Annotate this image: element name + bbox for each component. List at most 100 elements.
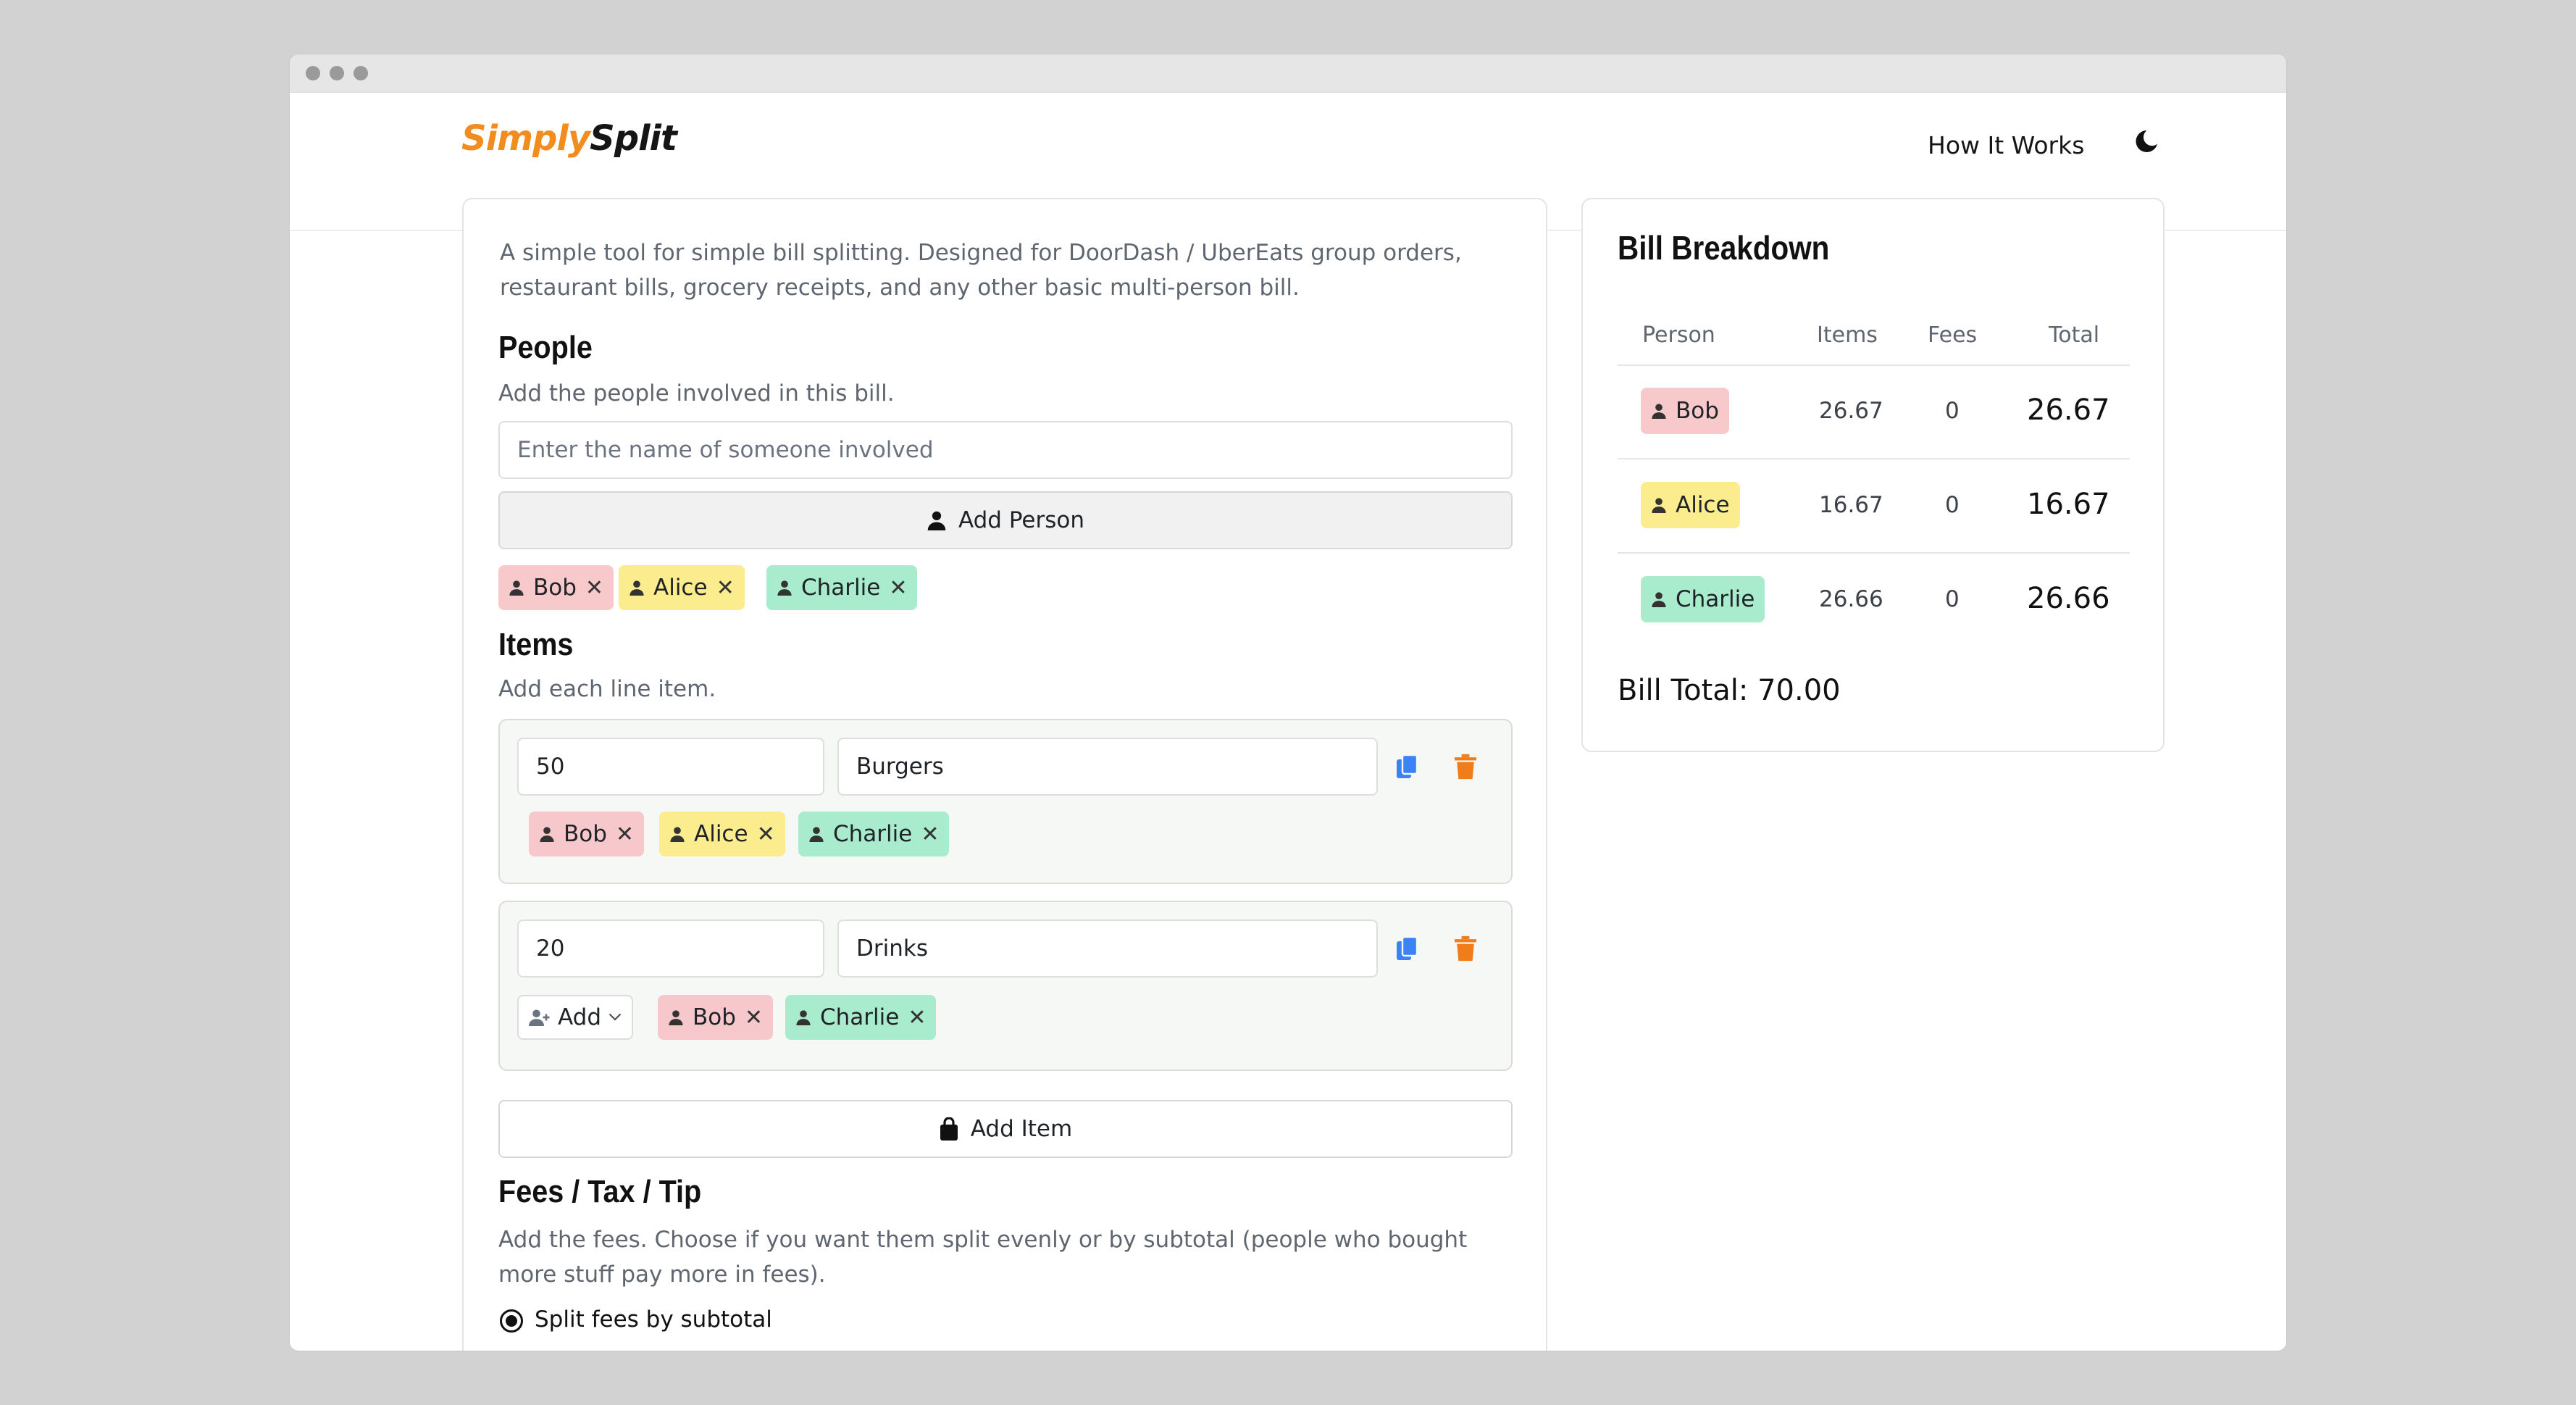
logo-second-word: Split [590,118,677,159]
item-row: 20 Drinks Add Bob ✕ Charlie ✕ [498,901,1513,1071]
add-person-label: Add Person [958,507,1085,533]
user-icon [1652,592,1666,607]
item-person-label: Bob [564,821,607,847]
table-divider [1618,552,2130,554]
duplicate-icon[interactable] [1395,754,1421,780]
window-dot[interactable] [354,66,368,80]
app-logo[interactable]: SimplySplit [461,121,677,156]
breakdown-items-value: 16.67 [1819,492,1883,518]
item-name-input[interactable]: Drinks [837,920,1378,977]
breakdown-title: Bill Breakdown [1618,229,1830,267]
person-name-input[interactable]: Enter the name of someone involved [498,421,1513,479]
user-icon [509,580,524,596]
bill-total: Bill Total: 70.00 [1618,674,1841,707]
remove-icon[interactable]: ✕ [921,821,940,847]
table-divider [1618,364,2130,366]
column-header-items: Items [1817,322,1878,348]
logo-first-word: Simply [461,118,590,159]
user-icon [630,580,644,596]
shopping-bag-icon [940,1117,958,1141]
person-chip-bob: Bob ✕ [498,565,614,610]
split-by-subtotal-radio[interactable] [500,1309,523,1333]
add-item-button[interactable]: Add Item [498,1100,1513,1158]
column-header-total: Total [2049,322,2100,348]
user-icon [669,1010,683,1025]
people-heading: People [498,330,593,365]
trash-icon[interactable] [1455,935,1481,962]
table-divider [1618,458,2130,459]
breakdown-person-label: Alice [1676,492,1730,518]
person-chip-charlie: Charlie ✕ [766,565,918,610]
user-icon [1652,498,1666,513]
window-titlebar [290,54,2286,93]
add-item-label: Add Item [970,1116,1073,1142]
add-person-dropdown[interactable]: Add [517,995,634,1040]
user-icon [670,827,685,842]
fees-heading: Fees / Tax / Tip [498,1174,702,1209]
breakdown-person-label: Charlie [1676,586,1755,612]
moon-icon[interactable] [2132,127,2161,156]
person-chip-alice: Alice ✕ [619,565,745,610]
person-chip-label: Bob [533,575,577,601]
remove-icon[interactable]: ✕ [889,575,908,601]
intro-text: A simple tool for simple bill splitting.… [500,240,1462,301]
user-icon [1652,404,1666,419]
browser-window: SimplySplit How It Works A simple tool f… [290,54,2286,1351]
user-icon [796,1010,811,1025]
breakdown-total-value: 26.66 [2027,582,2110,615]
item-person-chip-charlie: Charlie ✕ [798,812,950,856]
breakdown-person-alice: Alice [1641,482,1740,528]
window-dot[interactable] [330,66,344,80]
people-subtitle: Add the people involved in this bill. [498,380,895,407]
column-header-fees: Fees [1928,322,1978,348]
bill-editor-card: A simple tool for simple bill splitting.… [462,198,1547,1351]
chevron-down-icon [609,1013,622,1021]
person-chip-label: Alice [653,575,708,601]
add-dropdown-label: Add [558,1004,602,1030]
item-person-label: Alice [694,821,748,847]
item-price-input[interactable]: 20 [517,920,824,977]
item-person-label: Bob [693,1004,736,1030]
item-person-label: Charlie [820,1004,900,1030]
remove-icon[interactable]: ✕ [615,821,635,847]
column-header-person: Person [1642,322,1715,348]
user-icon [777,580,792,596]
person-chip-label: Charlie [801,575,881,601]
item-name-input[interactable]: Burgers [837,738,1378,796]
split-by-subtotal-label[interactable]: Split fees by subtotal [535,1306,772,1333]
remove-icon[interactable]: ✕ [756,821,775,847]
how-it-works-link[interactable]: How It Works [1928,131,2085,159]
duplicate-icon[interactable] [1395,935,1421,962]
user-icon [809,827,824,842]
bill-breakdown-card: Bill Breakdown Person Items Fees Total B… [1581,198,2165,752]
item-person-chip-bob: Bob ✕ [658,995,774,1040]
remove-icon[interactable]: ✕ [585,575,604,601]
breakdown-items-value: 26.67 [1819,398,1883,424]
trash-icon[interactable] [1455,754,1481,780]
breakdown-fees-value: 0 [1945,492,1960,518]
user-plus-icon [529,1009,550,1026]
items-heading: Items [498,627,574,662]
remove-icon[interactable]: ✕ [908,1004,927,1030]
breakdown-items-value: 26.66 [1819,586,1883,612]
items-subtitle: Add each line item. [498,676,716,702]
item-row: 50 Burgers Bob ✕ Alice ✕ Charlie ✕ [498,719,1513,884]
breakdown-total-value: 16.67 [2027,488,2110,521]
user-icon [927,511,946,530]
breakdown-person-charlie: Charlie [1641,576,1765,622]
item-person-chip-alice: Alice ✕ [659,812,785,856]
remove-icon[interactable]: ✕ [716,575,735,601]
breakdown-person-label: Bob [1676,398,1719,424]
user-icon [540,827,554,842]
window-dot[interactable] [306,66,320,80]
item-price-input[interactable]: 50 [517,738,824,796]
item-person-label: Charlie [833,821,913,847]
breakdown-total-value: 26.67 [2027,393,2110,427]
remove-icon[interactable]: ✕ [744,1004,764,1030]
fees-subtitle: Add the fees. Choose if you want them sp… [498,1227,1468,1288]
item-person-chip-bob: Bob ✕ [529,812,645,856]
add-person-button[interactable]: Add Person [498,491,1513,549]
item-person-chip-charlie: Charlie ✕ [785,995,937,1040]
breakdown-person-bob: Bob [1641,388,1729,434]
breakdown-fees-value: 0 [1945,586,1960,612]
